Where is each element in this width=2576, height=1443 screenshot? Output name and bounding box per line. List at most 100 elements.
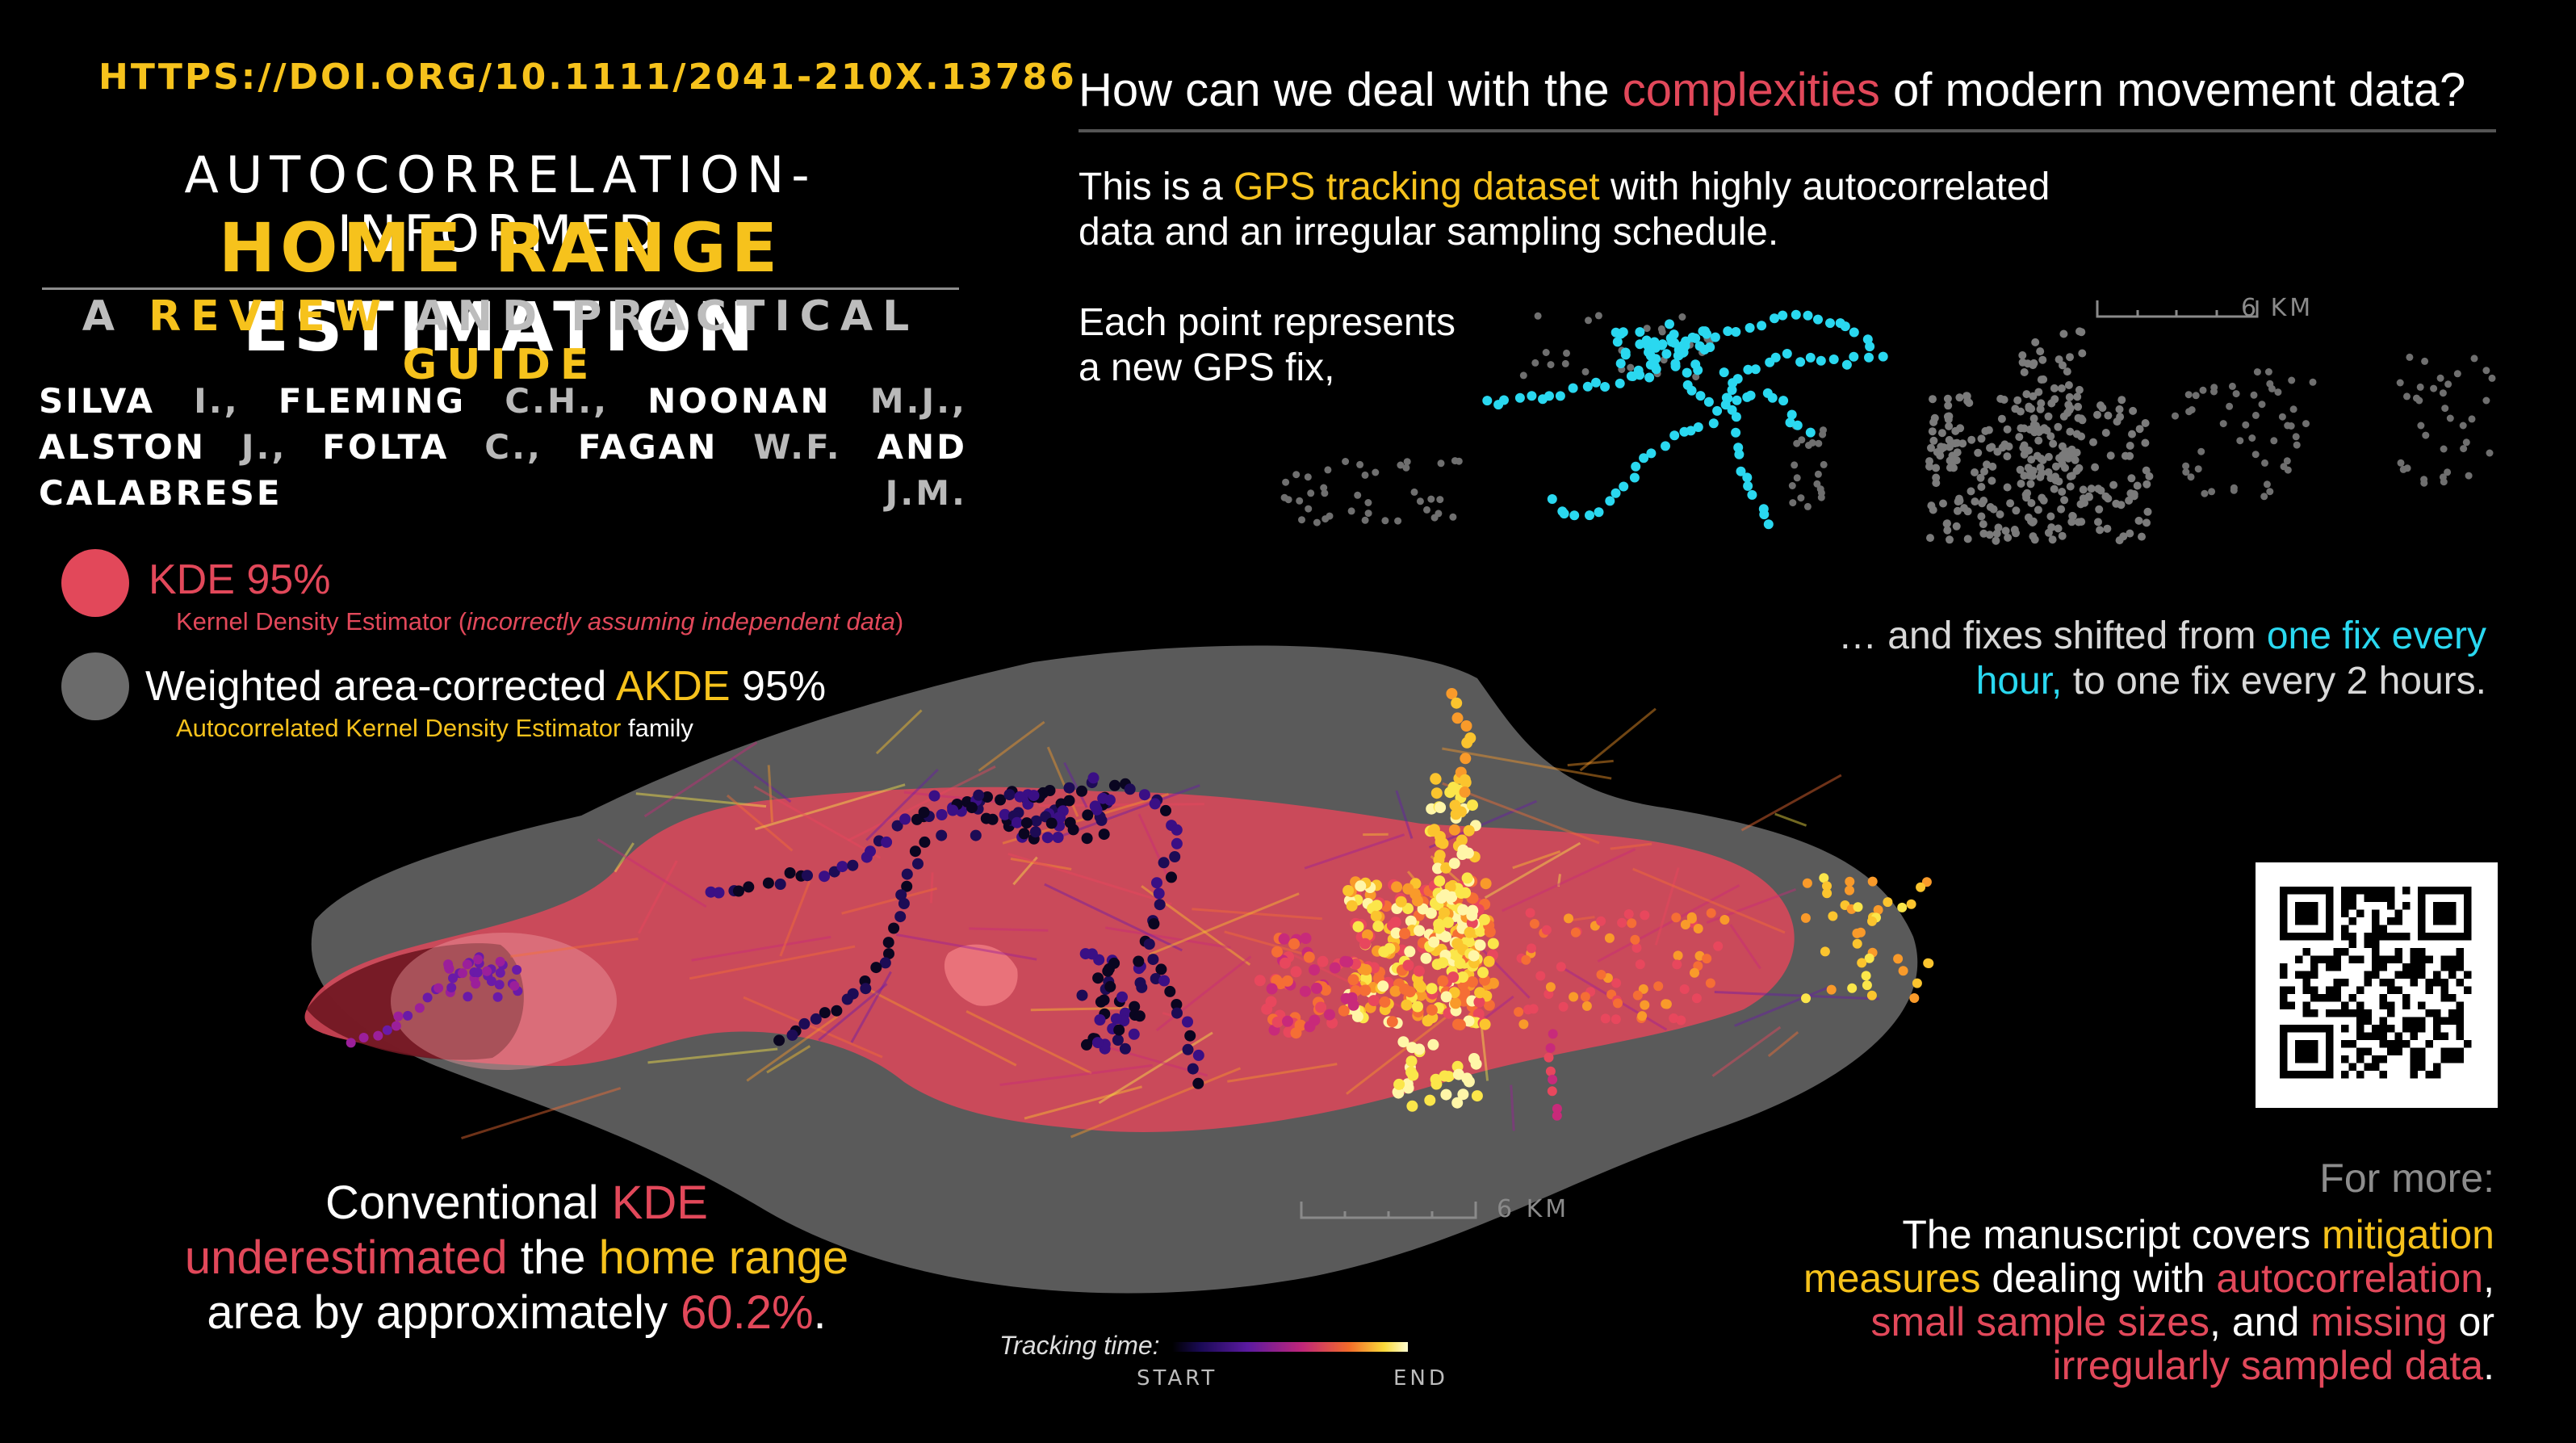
track-point bbox=[1317, 955, 1329, 967]
track-point bbox=[1467, 799, 1478, 812]
track-point bbox=[1412, 895, 1423, 907]
track-segment bbox=[1740, 774, 1842, 832]
qr-module bbox=[2280, 1001, 2288, 1009]
track-point bbox=[1898, 966, 1908, 976]
gps-fix-point bbox=[1929, 417, 1938, 426]
track-point bbox=[1304, 1021, 1316, 1033]
track-point bbox=[1324, 1009, 1335, 1021]
gps-fix-point bbox=[1364, 499, 1372, 506]
qr-module bbox=[2440, 1032, 2448, 1040]
gps-fix-point bbox=[2075, 385, 2084, 394]
track-point bbox=[1801, 993, 1811, 1004]
track-point bbox=[1548, 1029, 1558, 1039]
gps-fix-point bbox=[2292, 433, 2300, 441]
qr-module bbox=[2433, 979, 2441, 987]
hourly-fix-point bbox=[1700, 326, 1711, 337]
gps-fix-point bbox=[2065, 392, 2074, 401]
track-point bbox=[773, 1034, 785, 1047]
gps-fix-point bbox=[2038, 355, 2047, 364]
qr-module bbox=[2433, 971, 2441, 979]
scale-bar-top-label: 6 KM bbox=[2241, 294, 2314, 322]
track-point bbox=[1290, 966, 1302, 978]
hourly-fix-point bbox=[1745, 323, 1755, 333]
track-point bbox=[1430, 1073, 1442, 1085]
track-point bbox=[486, 976, 496, 987]
track-point bbox=[1464, 926, 1476, 938]
gps-fix-point bbox=[1643, 325, 1651, 333]
qr-module bbox=[2448, 955, 2457, 963]
gps-fix-point bbox=[2058, 531, 2067, 540]
track-point bbox=[1552, 1104, 1562, 1114]
gps-fix-point bbox=[2274, 388, 2282, 396]
track-point bbox=[847, 859, 859, 871]
gps-fix-point bbox=[2074, 402, 2083, 411]
qr-module bbox=[2280, 994, 2288, 1002]
track-point bbox=[1693, 924, 1703, 933]
qr-module bbox=[2410, 1047, 2418, 1055]
qr-module bbox=[2295, 955, 2303, 963]
qr-module bbox=[2310, 955, 2318, 963]
qr-module bbox=[2348, 917, 2356, 925]
hourly-fix-point bbox=[1669, 338, 1680, 348]
track-point bbox=[1368, 995, 1380, 1007]
track-point bbox=[1690, 967, 1699, 978]
qr-module bbox=[2372, 1032, 2380, 1040]
track-point bbox=[1630, 934, 1640, 945]
gps-fix-point bbox=[2142, 518, 2151, 527]
gps-fix-point bbox=[1307, 489, 1315, 497]
hourly-fix-point bbox=[1661, 441, 1670, 451]
qr-module bbox=[2448, 1047, 2457, 1055]
track-point bbox=[1450, 997, 1462, 1009]
track-point bbox=[512, 965, 522, 975]
gps-fix-point bbox=[2488, 374, 2496, 382]
conclusion-percent: 60.2% bbox=[681, 1286, 814, 1339]
hourly-fix-point bbox=[1865, 342, 1875, 352]
gps-fix-point bbox=[2021, 490, 2030, 499]
akde-label-b: AKDE bbox=[615, 663, 731, 710]
track-point bbox=[1030, 815, 1042, 827]
qr-module bbox=[2387, 887, 2395, 895]
hourly-fix-point bbox=[1670, 359, 1681, 369]
track-segment bbox=[1304, 833, 1405, 870]
qr-module bbox=[2440, 994, 2448, 1002]
track-point bbox=[1338, 1005, 1350, 1017]
qr-module bbox=[2394, 1032, 2402, 1040]
hourly-fix-point bbox=[1791, 309, 1801, 320]
doi-link[interactable]: HTTPS://DOI.ORG/10.1111/2041-210X.13786 bbox=[98, 57, 1077, 98]
track-point bbox=[1862, 980, 1872, 991]
qr-module bbox=[2433, 1009, 2441, 1017]
gps-fix-point bbox=[1292, 471, 1301, 479]
track-point bbox=[888, 922, 900, 934]
qr-module bbox=[2341, 933, 2349, 941]
track-point bbox=[1468, 950, 1480, 962]
gps-fix-point bbox=[1981, 426, 1990, 435]
gps-fix-point bbox=[1950, 439, 1959, 448]
track-segment bbox=[1512, 850, 1561, 870]
gps-fix-point bbox=[1996, 510, 2004, 518]
track-point bbox=[1402, 883, 1414, 895]
track-point bbox=[1617, 917, 1627, 928]
track-point bbox=[1600, 1013, 1611, 1024]
track-point bbox=[1847, 983, 1858, 993]
akde-legend-description: Autocorrelated Kernel Density Estimator … bbox=[176, 714, 693, 743]
track-point bbox=[1428, 936, 1440, 948]
qr-code[interactable] bbox=[2256, 862, 2498, 1108]
track-point bbox=[1265, 996, 1277, 1008]
track-point bbox=[1467, 904, 1479, 917]
track-point bbox=[1094, 1014, 1106, 1026]
gps-fix-point bbox=[2210, 388, 2218, 396]
track-point bbox=[1443, 1071, 1455, 1083]
qr-module bbox=[2425, 955, 2433, 963]
gps-fix-point bbox=[2044, 412, 2053, 421]
gps-fix-point bbox=[2268, 384, 2276, 392]
gps-fix-point bbox=[2417, 422, 2425, 430]
qr-module bbox=[2410, 1017, 2418, 1025]
qr-module bbox=[2410, 963, 2418, 971]
gps-fix-point bbox=[2101, 492, 2110, 501]
qr-module bbox=[2356, 1055, 2364, 1063]
gps-fix-point bbox=[2068, 511, 2077, 520]
hourly-fix-point bbox=[1631, 461, 1641, 472]
track-point bbox=[798, 1017, 810, 1030]
qr-module bbox=[2410, 955, 2418, 963]
qr-module bbox=[2364, 1063, 2372, 1071]
